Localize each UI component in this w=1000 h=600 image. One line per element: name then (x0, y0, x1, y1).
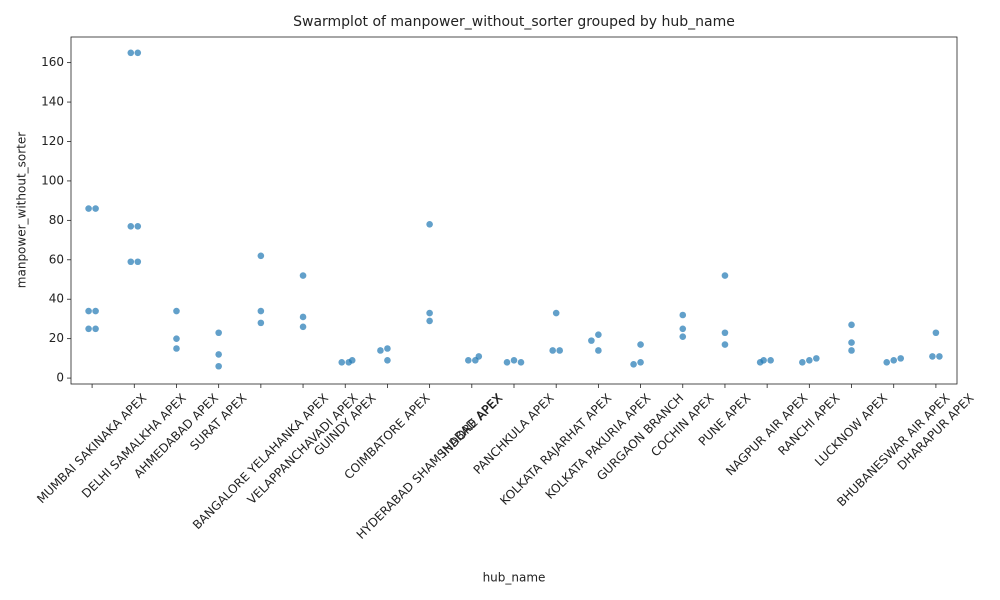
chart-title: Swarmplot of manpower_without_sorter gro… (293, 14, 735, 30)
data-point (890, 357, 898, 364)
data-point (799, 359, 806, 366)
data-point (637, 359, 644, 366)
y-tick-label: 0 (56, 371, 64, 385)
data-point (92, 307, 99, 315)
data-point (377, 347, 384, 354)
y-tick-label: 60 (49, 252, 64, 266)
data-point (637, 341, 644, 348)
data-point (503, 359, 511, 366)
data-point (936, 353, 943, 360)
y-axis-label: manpower_without_sorter (15, 132, 29, 288)
data-point (929, 353, 936, 360)
data-point (127, 258, 135, 266)
data-point (134, 258, 142, 266)
data-point (92, 325, 99, 333)
data-point (215, 362, 222, 370)
data-point (348, 357, 356, 364)
data-point (465, 357, 472, 364)
data-point (257, 307, 265, 315)
data-point (338, 359, 346, 366)
data-point (134, 222, 142, 230)
data-point (92, 205, 99, 212)
data-point (426, 221, 433, 228)
data-point (257, 252, 265, 260)
data-point (426, 309, 433, 317)
plot-frame (70, 36, 958, 385)
data-point (767, 357, 774, 364)
data-point (883, 359, 891, 366)
y-tick-label: 120 (41, 134, 64, 148)
data-point (552, 309, 560, 317)
x-tick-label: BANGALORE YELAHANKA APEX (190, 391, 331, 532)
data-point (679, 333, 687, 340)
data-point (384, 345, 391, 352)
data-point (756, 359, 764, 366)
data-point (127, 222, 135, 230)
data-point (848, 347, 855, 354)
y-tick-label: 80 (49, 213, 64, 227)
data-point (85, 205, 92, 212)
y-tick-label: 40 (49, 292, 64, 306)
data-point (173, 307, 180, 315)
data-point (299, 272, 307, 279)
x-axis-label: hub_name (483, 571, 546, 585)
data-point (595, 331, 602, 339)
data-point (426, 317, 433, 325)
data-point (588, 337, 595, 344)
data-point (215, 351, 222, 358)
data-point (299, 323, 307, 331)
data-point (932, 329, 940, 337)
data-point (85, 325, 92, 333)
data-point (721, 341, 729, 348)
data-point (813, 355, 820, 362)
data-point (848, 321, 855, 329)
data-point (721, 329, 729, 337)
data-point (384, 357, 391, 364)
data-point (721, 272, 729, 279)
data-point (257, 319, 265, 327)
data-point (173, 335, 180, 342)
data-point (510, 357, 518, 364)
data-point (595, 347, 602, 354)
data-point (299, 313, 307, 321)
data-point (549, 347, 556, 354)
data-point (134, 49, 142, 57)
data-point (215, 329, 222, 337)
data-point (517, 359, 525, 366)
data-point (475, 353, 483, 360)
y-tick-label: 20 (49, 331, 64, 345)
data-point (556, 347, 563, 354)
y-tick-label: 160 (41, 55, 64, 69)
data-point (806, 357, 813, 364)
data-point (630, 360, 637, 368)
data-point (127, 49, 135, 57)
y-tick-label: 140 (41, 95, 64, 109)
data-point (679, 325, 687, 333)
data-point (897, 355, 905, 362)
data-point (679, 311, 687, 319)
x-tick-label: BHUBANESWAR AIR APEX (834, 391, 952, 509)
data-point (85, 307, 92, 315)
data-point (848, 339, 855, 346)
y-tick-label: 100 (41, 173, 64, 187)
data-point (173, 345, 180, 352)
